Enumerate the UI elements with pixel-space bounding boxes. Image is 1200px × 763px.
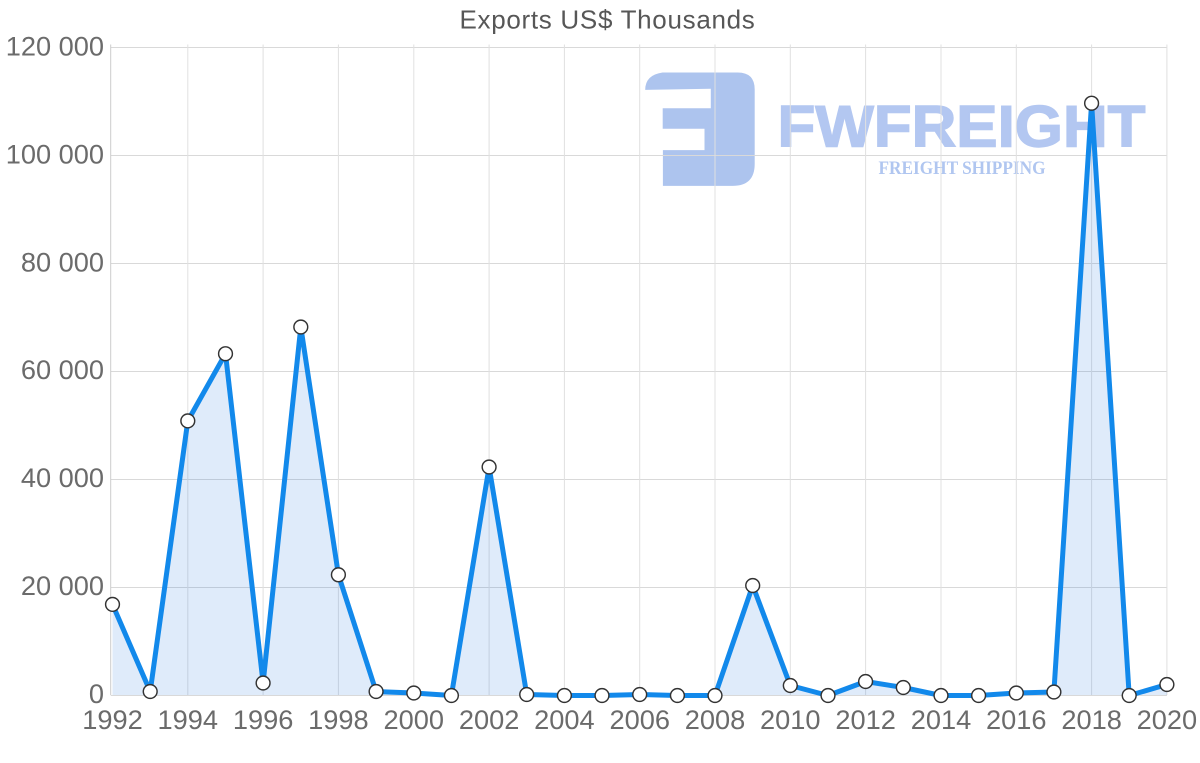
svg-text:2000: 2000 [384,704,444,735]
svg-text:2006: 2006 [609,704,669,735]
svg-text:Exports US$ Thousands: Exports US$ Thousands [459,5,755,35]
svg-text:FWFREIGHT: FWFREIGHT [778,95,1146,160]
svg-text:2004: 2004 [534,704,594,735]
svg-text:1992: 1992 [82,704,142,735]
svg-text:2018: 2018 [1061,704,1121,735]
svg-text:2012: 2012 [835,704,895,735]
svg-text:1994: 1994 [158,704,218,735]
svg-text:2008: 2008 [685,704,745,735]
svg-text:1996: 1996 [233,704,293,735]
svg-text:2020: 2020 [1137,704,1197,735]
svg-text:40 000: 40 000 [21,462,104,493]
svg-text:FREIGHT SHIPPING: FREIGHT SHIPPING [879,158,1046,179]
svg-text:2014: 2014 [911,704,971,735]
svg-text:0: 0 [89,678,104,709]
svg-text:100 000: 100 000 [6,138,104,169]
svg-text:2002: 2002 [459,704,519,735]
svg-text:80 000: 80 000 [21,246,104,277]
svg-text:1998: 1998 [308,704,368,735]
svg-text:120 000: 120 000 [6,31,104,62]
svg-text:2010: 2010 [760,704,820,735]
svg-text:2016: 2016 [986,704,1046,735]
svg-text:20 000: 20 000 [21,570,104,601]
svg-text:60 000: 60 000 [21,354,104,385]
